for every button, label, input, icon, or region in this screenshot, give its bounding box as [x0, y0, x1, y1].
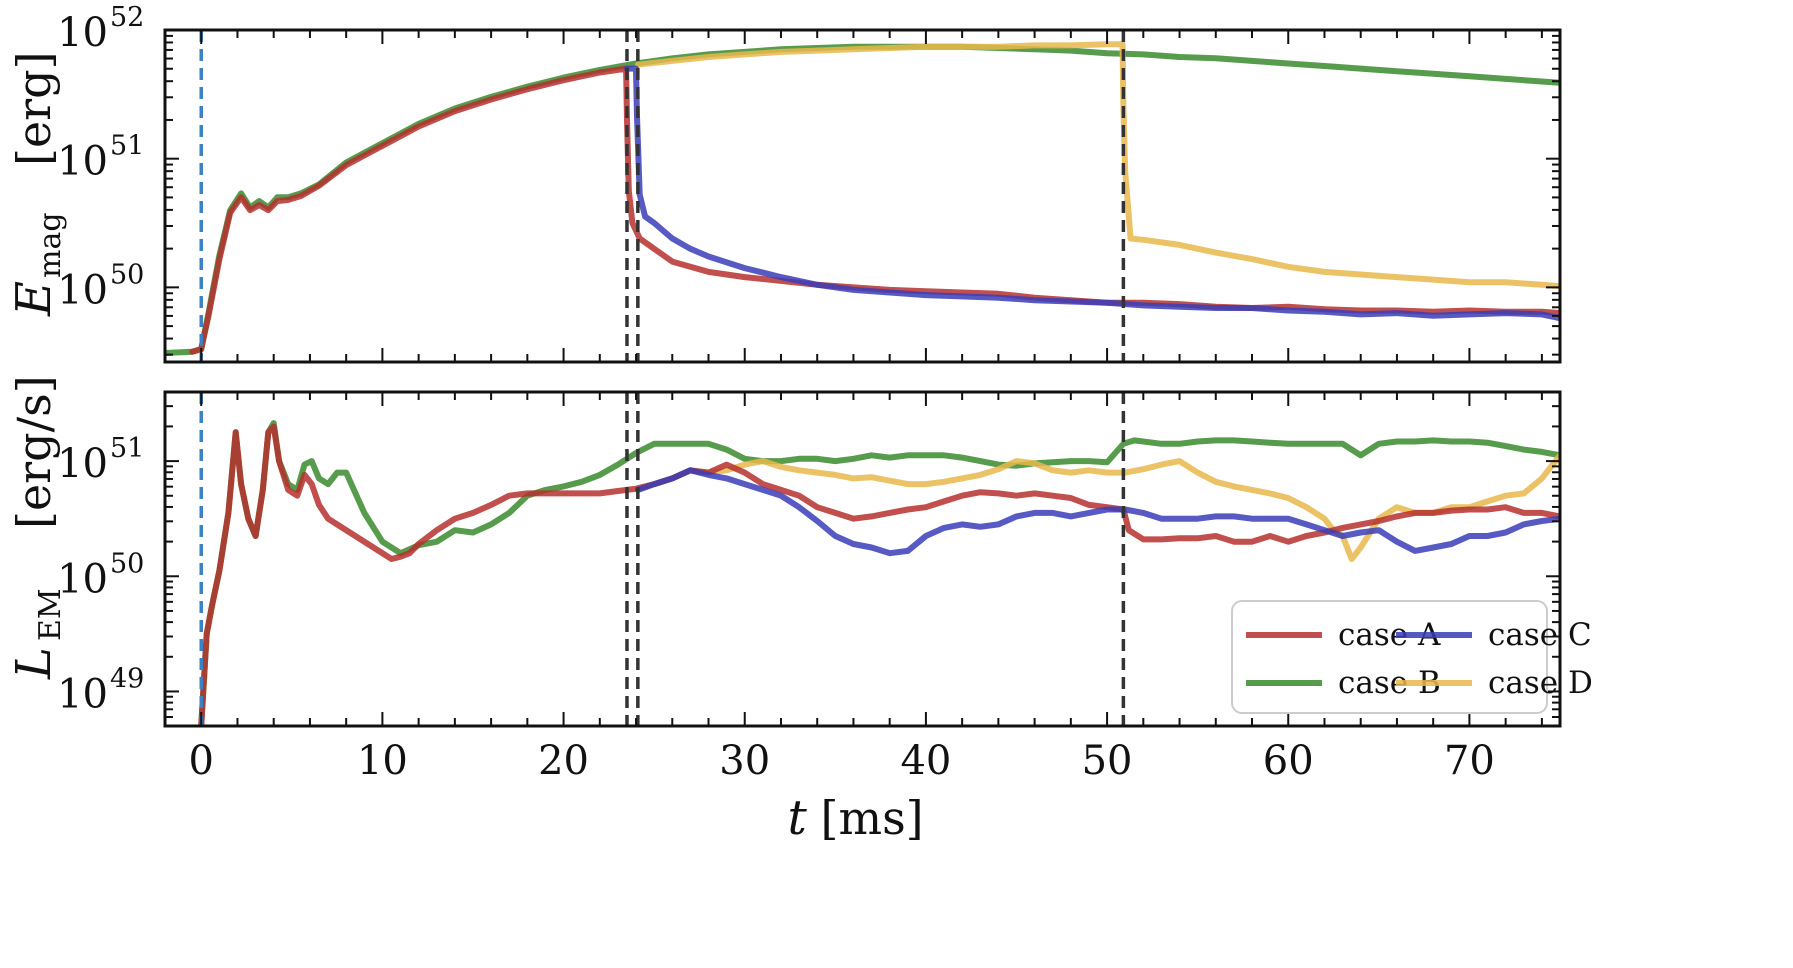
- panel-bottom-ytick-label-base: 10: [57, 671, 108, 717]
- top-ylabel-unit: [erg]: [7, 51, 61, 166]
- bottom-ylabel-sub: EM: [33, 588, 68, 641]
- panel-top-ytick-label-base: 10: [57, 267, 108, 313]
- panel-bottom-ytick-label-exp: 51: [110, 433, 144, 464]
- panel-bottom-series-case-b: [198, 420, 1560, 726]
- panel-top-ytick-label-exp: 50: [110, 259, 144, 290]
- top-axes-frame: [163, 28, 1562, 364]
- bottom-ylabel-main: L: [6, 647, 62, 680]
- x-axis-label-unit: [ms]: [821, 791, 924, 845]
- x-tick-label: 0: [189, 738, 214, 784]
- panel-bottom-ytick-label-exp: 50: [110, 548, 144, 579]
- x-axis-label-var: t: [788, 790, 808, 846]
- legend-label-case-C: case C: [1488, 617, 1592, 653]
- x-tick-label: 20: [538, 738, 589, 784]
- x-tick-label: 10: [357, 738, 408, 784]
- panel-bottom-series-case-c: [634, 467, 1560, 557]
- panel-top-ytick-label-exp: 51: [110, 131, 144, 162]
- x-tick-label: 60: [1263, 738, 1314, 784]
- top-ylabel-sub: mag: [33, 212, 68, 278]
- top-ylabel-main: E: [6, 281, 62, 317]
- panel-bottom-ytick-label-exp: 49: [110, 663, 144, 694]
- x-tick-label: 50: [1082, 738, 1133, 784]
- x-tick-label: 40: [900, 738, 951, 784]
- legend-label-case-D: case D: [1488, 665, 1593, 701]
- bottom-ylabel-unit: [erg/s]: [7, 375, 61, 529]
- top-series-layer: [165, 41, 1560, 356]
- panel-top-ytick-label-base: 10: [57, 139, 108, 185]
- panel-top-ytick-label-base: 10: [57, 10, 108, 56]
- panel-top-series-case-c: [624, 65, 1560, 322]
- bottom-axes-frame: [163, 390, 1562, 728]
- x-tick-label: 30: [719, 738, 770, 784]
- panel-bottom-ytick-label-base: 10: [57, 441, 108, 487]
- panel-top-series-case-a: [189, 65, 1560, 355]
- bottom-series-layer: [198, 420, 1560, 726]
- panel-bottom-ytick-label-base: 10: [57, 556, 108, 602]
- panel-top-ytick-label-exp: 52: [110, 2, 144, 33]
- panel-bottom-series-case-a: [198, 423, 1560, 726]
- panel-top-series-case-d: [634, 41, 1560, 290]
- panel-top-series-case-b: [165, 43, 1560, 356]
- x-tick-label: 70: [1444, 738, 1495, 784]
- top-vline-layer: [199, 30, 1126, 362]
